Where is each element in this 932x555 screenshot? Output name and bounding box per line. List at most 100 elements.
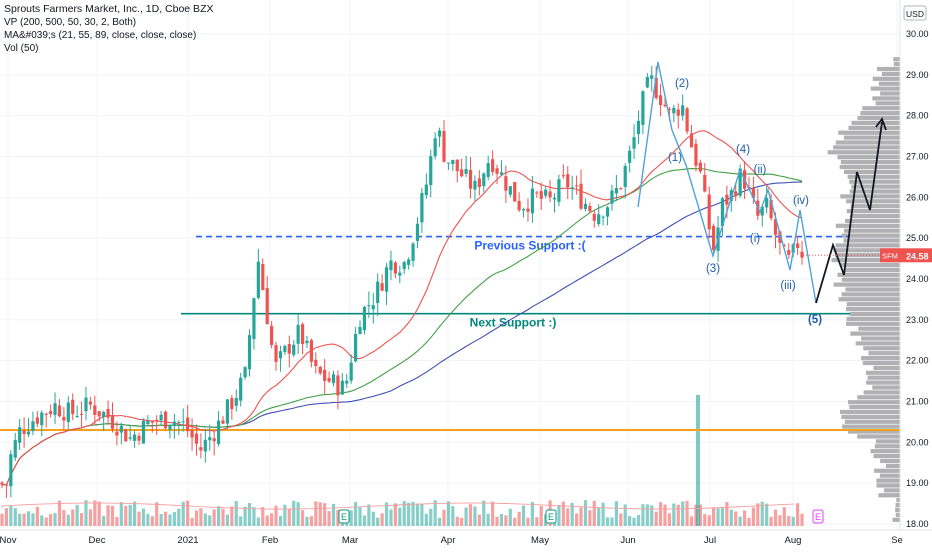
candle-body xyxy=(685,108,689,132)
volume-bar xyxy=(782,507,786,526)
candle-body xyxy=(274,345,278,362)
candle-body xyxy=(292,344,296,355)
candle-body xyxy=(398,272,402,276)
ma-89-line xyxy=(1,181,802,486)
volume-profile-bar xyxy=(846,306,900,312)
wave-label: (iii) xyxy=(780,280,795,292)
price-tick-label: 19.00 xyxy=(906,478,929,488)
candle-body xyxy=(327,377,331,382)
volume-bar xyxy=(18,513,22,526)
volume-profile-bar xyxy=(850,331,900,336)
candle-body xyxy=(526,208,530,212)
candle-body xyxy=(641,91,645,125)
volume-bar xyxy=(738,516,742,526)
volume-profile-bar xyxy=(868,351,900,356)
volume-profile-bar xyxy=(849,189,900,194)
volume-profile-bar xyxy=(872,96,900,101)
candle-body xyxy=(491,159,495,172)
candle-body xyxy=(336,375,340,396)
candle-body xyxy=(521,209,526,211)
volume-bar xyxy=(150,516,154,526)
volume-bar xyxy=(389,509,393,526)
candle-body xyxy=(738,168,742,196)
volume-bar xyxy=(539,505,543,526)
volume-profile-bar xyxy=(865,370,900,375)
volume-profile-bar xyxy=(867,375,900,380)
candle-body xyxy=(632,137,636,149)
volume-bar xyxy=(641,504,645,526)
volume-profile-bar xyxy=(839,164,900,170)
candle-body xyxy=(725,194,729,205)
volume-profile-bar xyxy=(876,483,900,488)
wave-label: (2) xyxy=(675,78,689,90)
candle-body xyxy=(181,421,185,423)
candle-body xyxy=(712,225,716,251)
candle-body xyxy=(681,105,685,116)
volume-bar xyxy=(124,505,128,526)
volume-bar xyxy=(212,509,216,526)
volume-profile-bar xyxy=(857,434,900,439)
time-tick-label: Jun xyxy=(620,535,635,546)
candle-body xyxy=(530,188,534,214)
candle-body xyxy=(513,182,517,202)
volume-profile-bar xyxy=(857,115,900,121)
candle-body xyxy=(623,166,627,188)
volume-profile-bar xyxy=(831,257,900,263)
volume-bar xyxy=(464,507,468,526)
volume-bar xyxy=(225,514,230,526)
candle-body xyxy=(544,189,548,196)
volume-bar xyxy=(508,508,512,526)
volume-profile-bar xyxy=(843,228,900,233)
volume-bar xyxy=(654,511,658,526)
volume-bar xyxy=(424,513,428,526)
candle-body xyxy=(168,424,172,430)
candle-body xyxy=(636,120,641,135)
candle-body xyxy=(216,420,221,445)
volume-profile-bar xyxy=(874,444,900,449)
volume-bar xyxy=(203,513,207,526)
volume-bar xyxy=(681,501,685,526)
volume-profile-bar xyxy=(860,111,900,116)
price-value-label: 24.58 xyxy=(906,251,929,261)
candle-body xyxy=(734,191,738,197)
candle-body xyxy=(548,191,552,198)
volume-bar xyxy=(318,502,322,526)
candle-body xyxy=(592,213,596,221)
price-tick-label: 30.00 xyxy=(906,29,929,39)
candle-body xyxy=(446,162,451,164)
candle-body xyxy=(619,188,623,190)
volume-bar xyxy=(491,501,495,526)
volume-bar xyxy=(194,510,199,526)
volume-profile-bar xyxy=(893,57,900,62)
wave-label: (ii) xyxy=(754,164,767,176)
candle-body xyxy=(384,267,389,292)
volume-bar xyxy=(517,511,521,526)
volume-bar xyxy=(221,508,225,526)
volume-bar xyxy=(358,507,362,526)
volume-profile-bar xyxy=(843,238,900,243)
volume-bar xyxy=(588,510,592,526)
volume-profile-bar xyxy=(847,400,900,405)
volume-profile-bar xyxy=(863,390,900,395)
volume-bar xyxy=(354,502,358,526)
volume-bar xyxy=(455,516,459,526)
volume-bar xyxy=(274,505,278,526)
projection-line xyxy=(815,121,883,304)
volume-profile-bar xyxy=(844,419,900,424)
candle-body xyxy=(552,197,557,200)
candle-body xyxy=(49,411,53,415)
volume-profile-bar xyxy=(850,204,900,209)
volume-profile-bar xyxy=(849,311,900,317)
volume-bar xyxy=(186,500,190,526)
volume-bar xyxy=(698,504,702,526)
candle-body xyxy=(88,401,92,405)
volume-bar xyxy=(115,516,119,526)
volume-profile-bar xyxy=(851,120,900,126)
candle-body xyxy=(455,159,459,172)
volume-bar xyxy=(53,513,57,526)
candle-body xyxy=(751,188,755,198)
volume-bar xyxy=(437,517,442,526)
volume-bar xyxy=(663,504,667,526)
candle-body xyxy=(605,207,610,217)
